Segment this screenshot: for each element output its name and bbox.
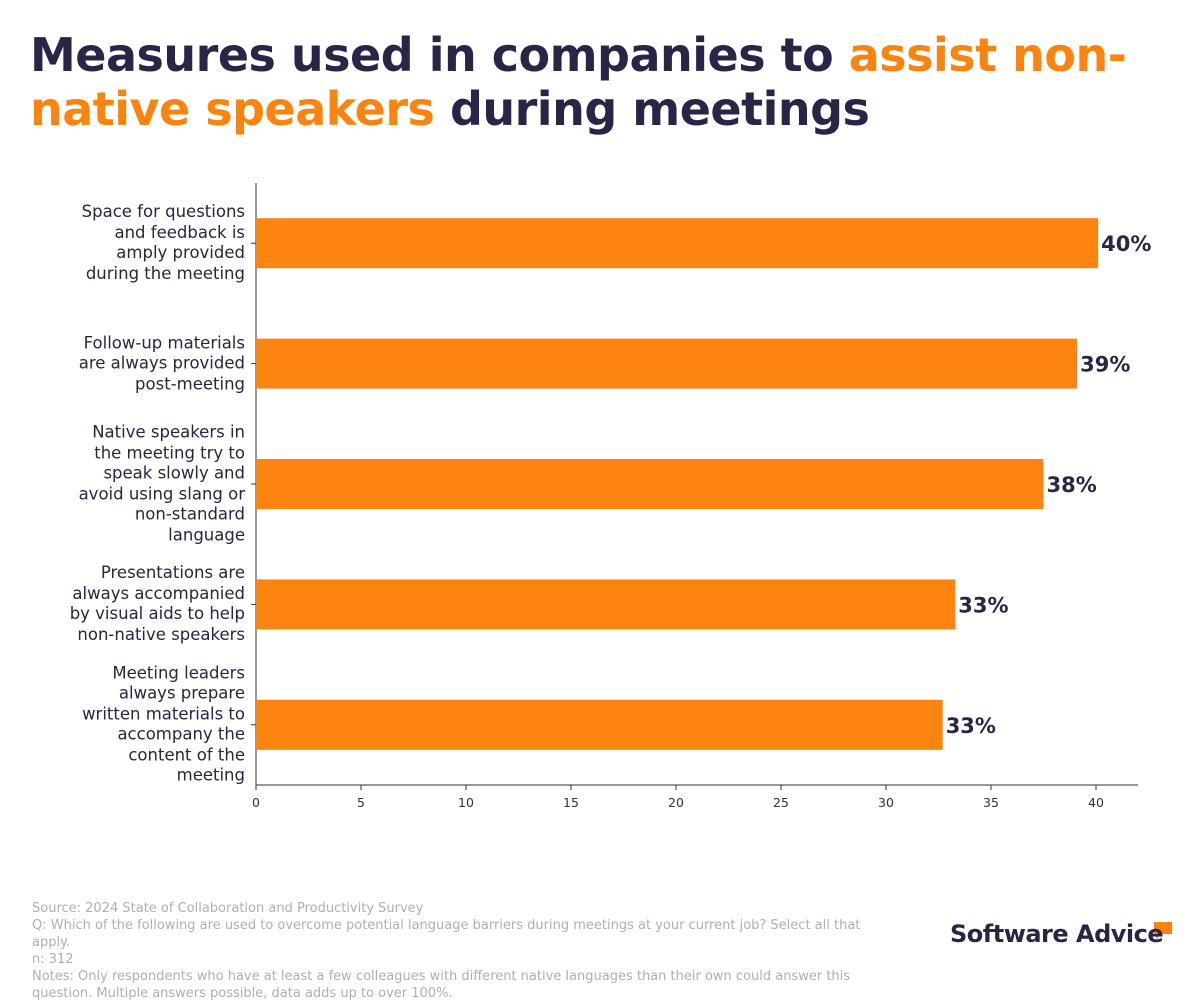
x-tick-label: 40 [1088,795,1104,810]
title-part: during meetings [449,82,870,136]
bar [256,579,956,630]
y-tick-label: Space for questions and feedback is ampl… [81,202,245,283]
bar [256,218,1099,269]
value-label: 33% [958,593,1008,617]
x-tick-label: 10 [458,795,474,810]
value-label: 40% [1101,232,1151,256]
brand-icon [1154,922,1172,939]
x-tick-label: 5 [357,795,365,810]
title-highlight: assist non-native speakers [30,28,1127,136]
x-tick-label: 20 [668,795,684,810]
bar [256,699,943,750]
footnote: n: 312 [32,952,74,967]
title-part: Measures used in companies to [30,28,834,82]
brand-logo: Software Advice [950,920,1164,948]
bar [256,338,1078,389]
value-label: 39% [1080,353,1130,377]
bar [256,459,1044,509]
y-tick-label: Native speakers in the meeting try to sp… [78,422,245,545]
chart-title: Measures used in companies to assist non… [30,28,1190,136]
value-label: 33% [946,714,996,738]
footnote: Source: 2024 State of Collaboration and … [32,901,424,916]
value-label: 38% [1047,473,1097,497]
footnotes: Source: 2024 State of Collaboration and … [32,900,862,1002]
footnote: Notes: Only respondents who have at leas… [32,969,851,1001]
x-tick-label: 15 [563,795,579,810]
y-tick-label: Presentations are always accompanied by … [69,563,245,644]
y-tick-label: Follow-up materials are always provided … [78,332,245,393]
x-tick-label: 35 [983,795,999,810]
x-tick-label: 30 [878,795,894,810]
footnote: Q: Which of the following are used to ov… [32,918,861,950]
x-tick-label: 25 [773,795,789,810]
y-tick-label: Meeting leaders always prepare written m… [82,663,245,785]
x-tick-label: 0 [252,795,260,810]
